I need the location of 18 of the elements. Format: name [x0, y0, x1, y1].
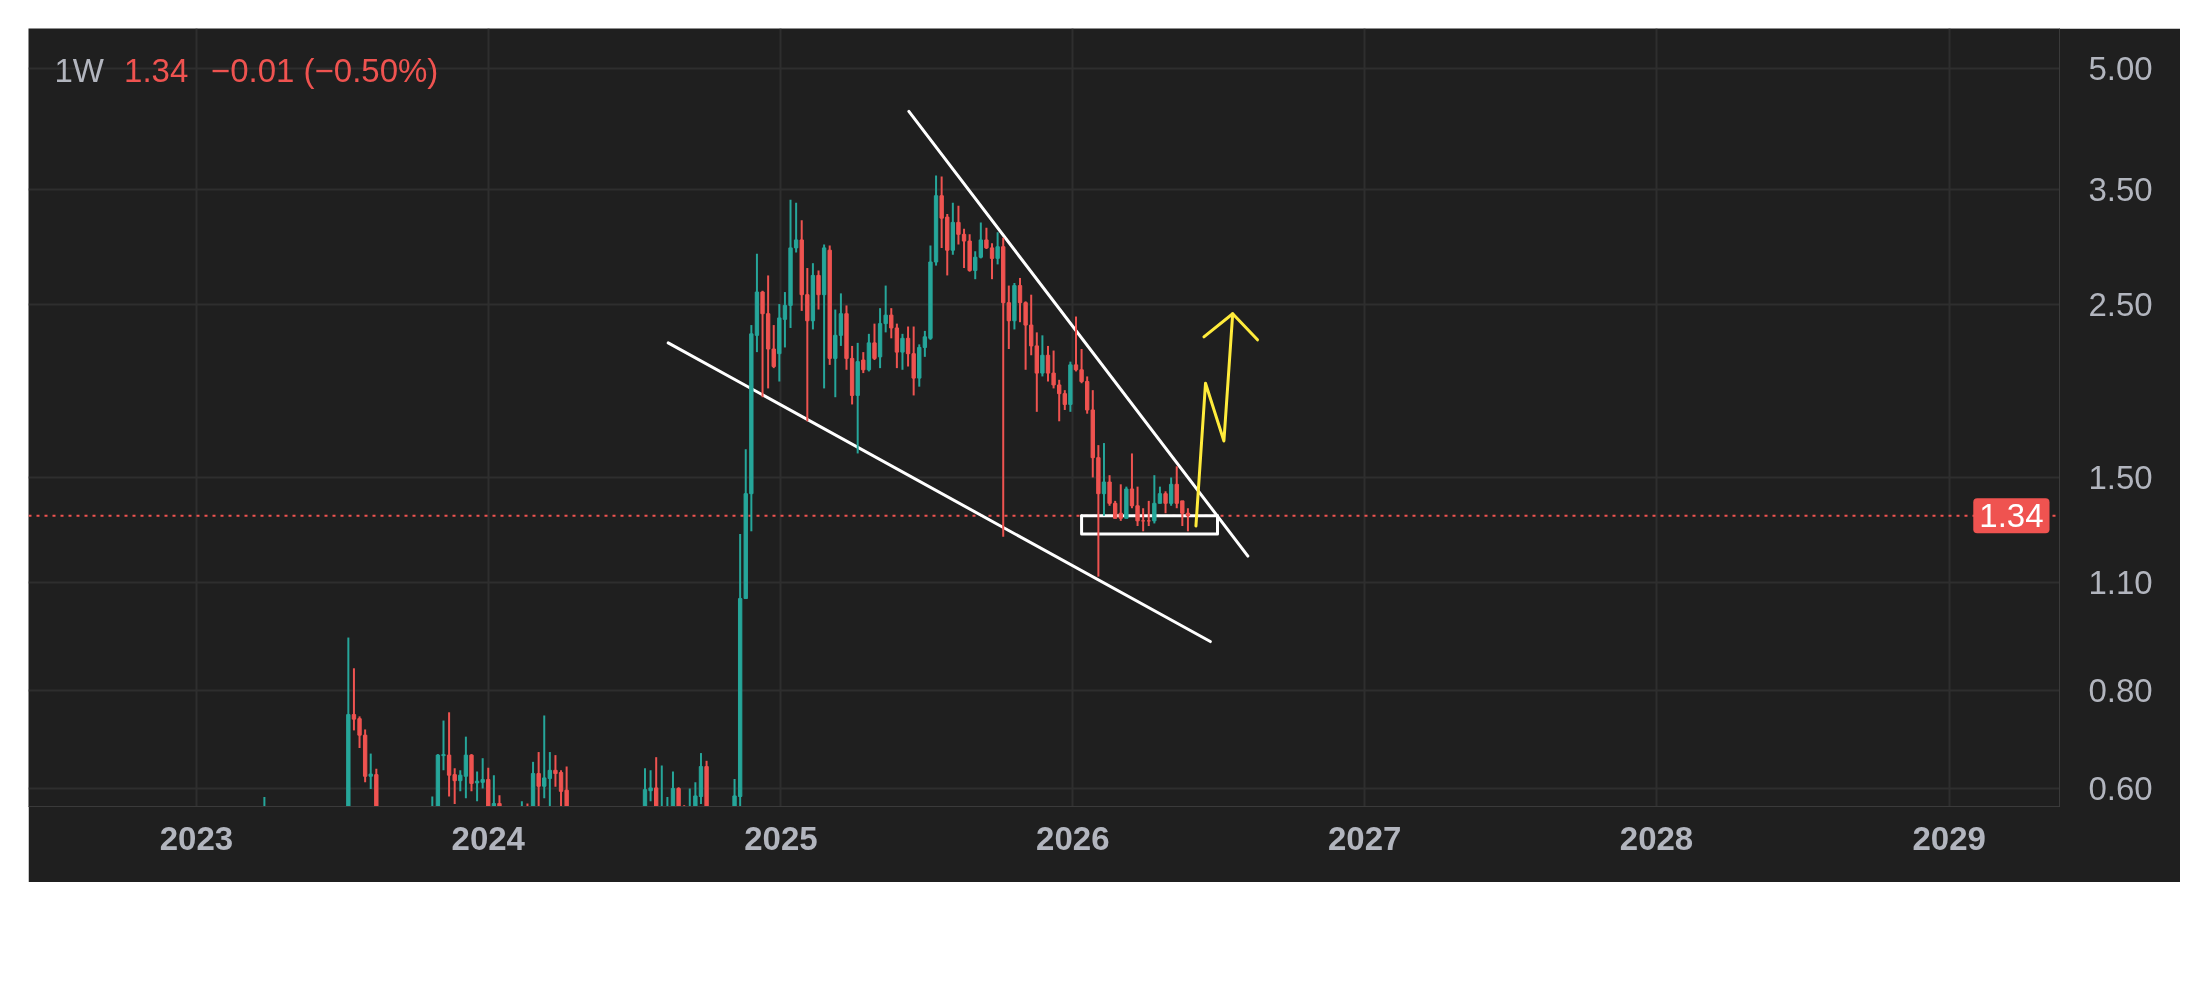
y-tick-label: 1.50 [2088, 458, 2153, 496]
y-tick-label: 3.50 [2088, 171, 2153, 209]
y-tick-label: 5.00 [2088, 50, 2153, 88]
y-tick-label: 0.80 [2088, 672, 2153, 710]
text: 1W [54, 52, 105, 89]
y-tick-label: 1.10 [2088, 564, 2153, 602]
x-tick-label: 2028 [1619, 819, 1694, 857]
x-tick-label: 2026 [1036, 819, 1110, 857]
annotation: 1.34 [124, 52, 189, 89]
x-tick-label: 2025 [744, 819, 818, 857]
x-tick-label: 2024 [451, 819, 526, 857]
x-tick-label: 2029 [1912, 819, 1986, 857]
annotation: −0.01 (−0.50%) [210, 52, 439, 89]
y-tick-label: 0.60 [2088, 769, 2153, 807]
ref-line-label: 1.34 [1979, 497, 2044, 535]
y-tick-label: 2.50 [2088, 285, 2153, 323]
x-tick-label: 2023 [159, 819, 234, 857]
x-tick-label: 2027 [1327, 819, 1402, 857]
